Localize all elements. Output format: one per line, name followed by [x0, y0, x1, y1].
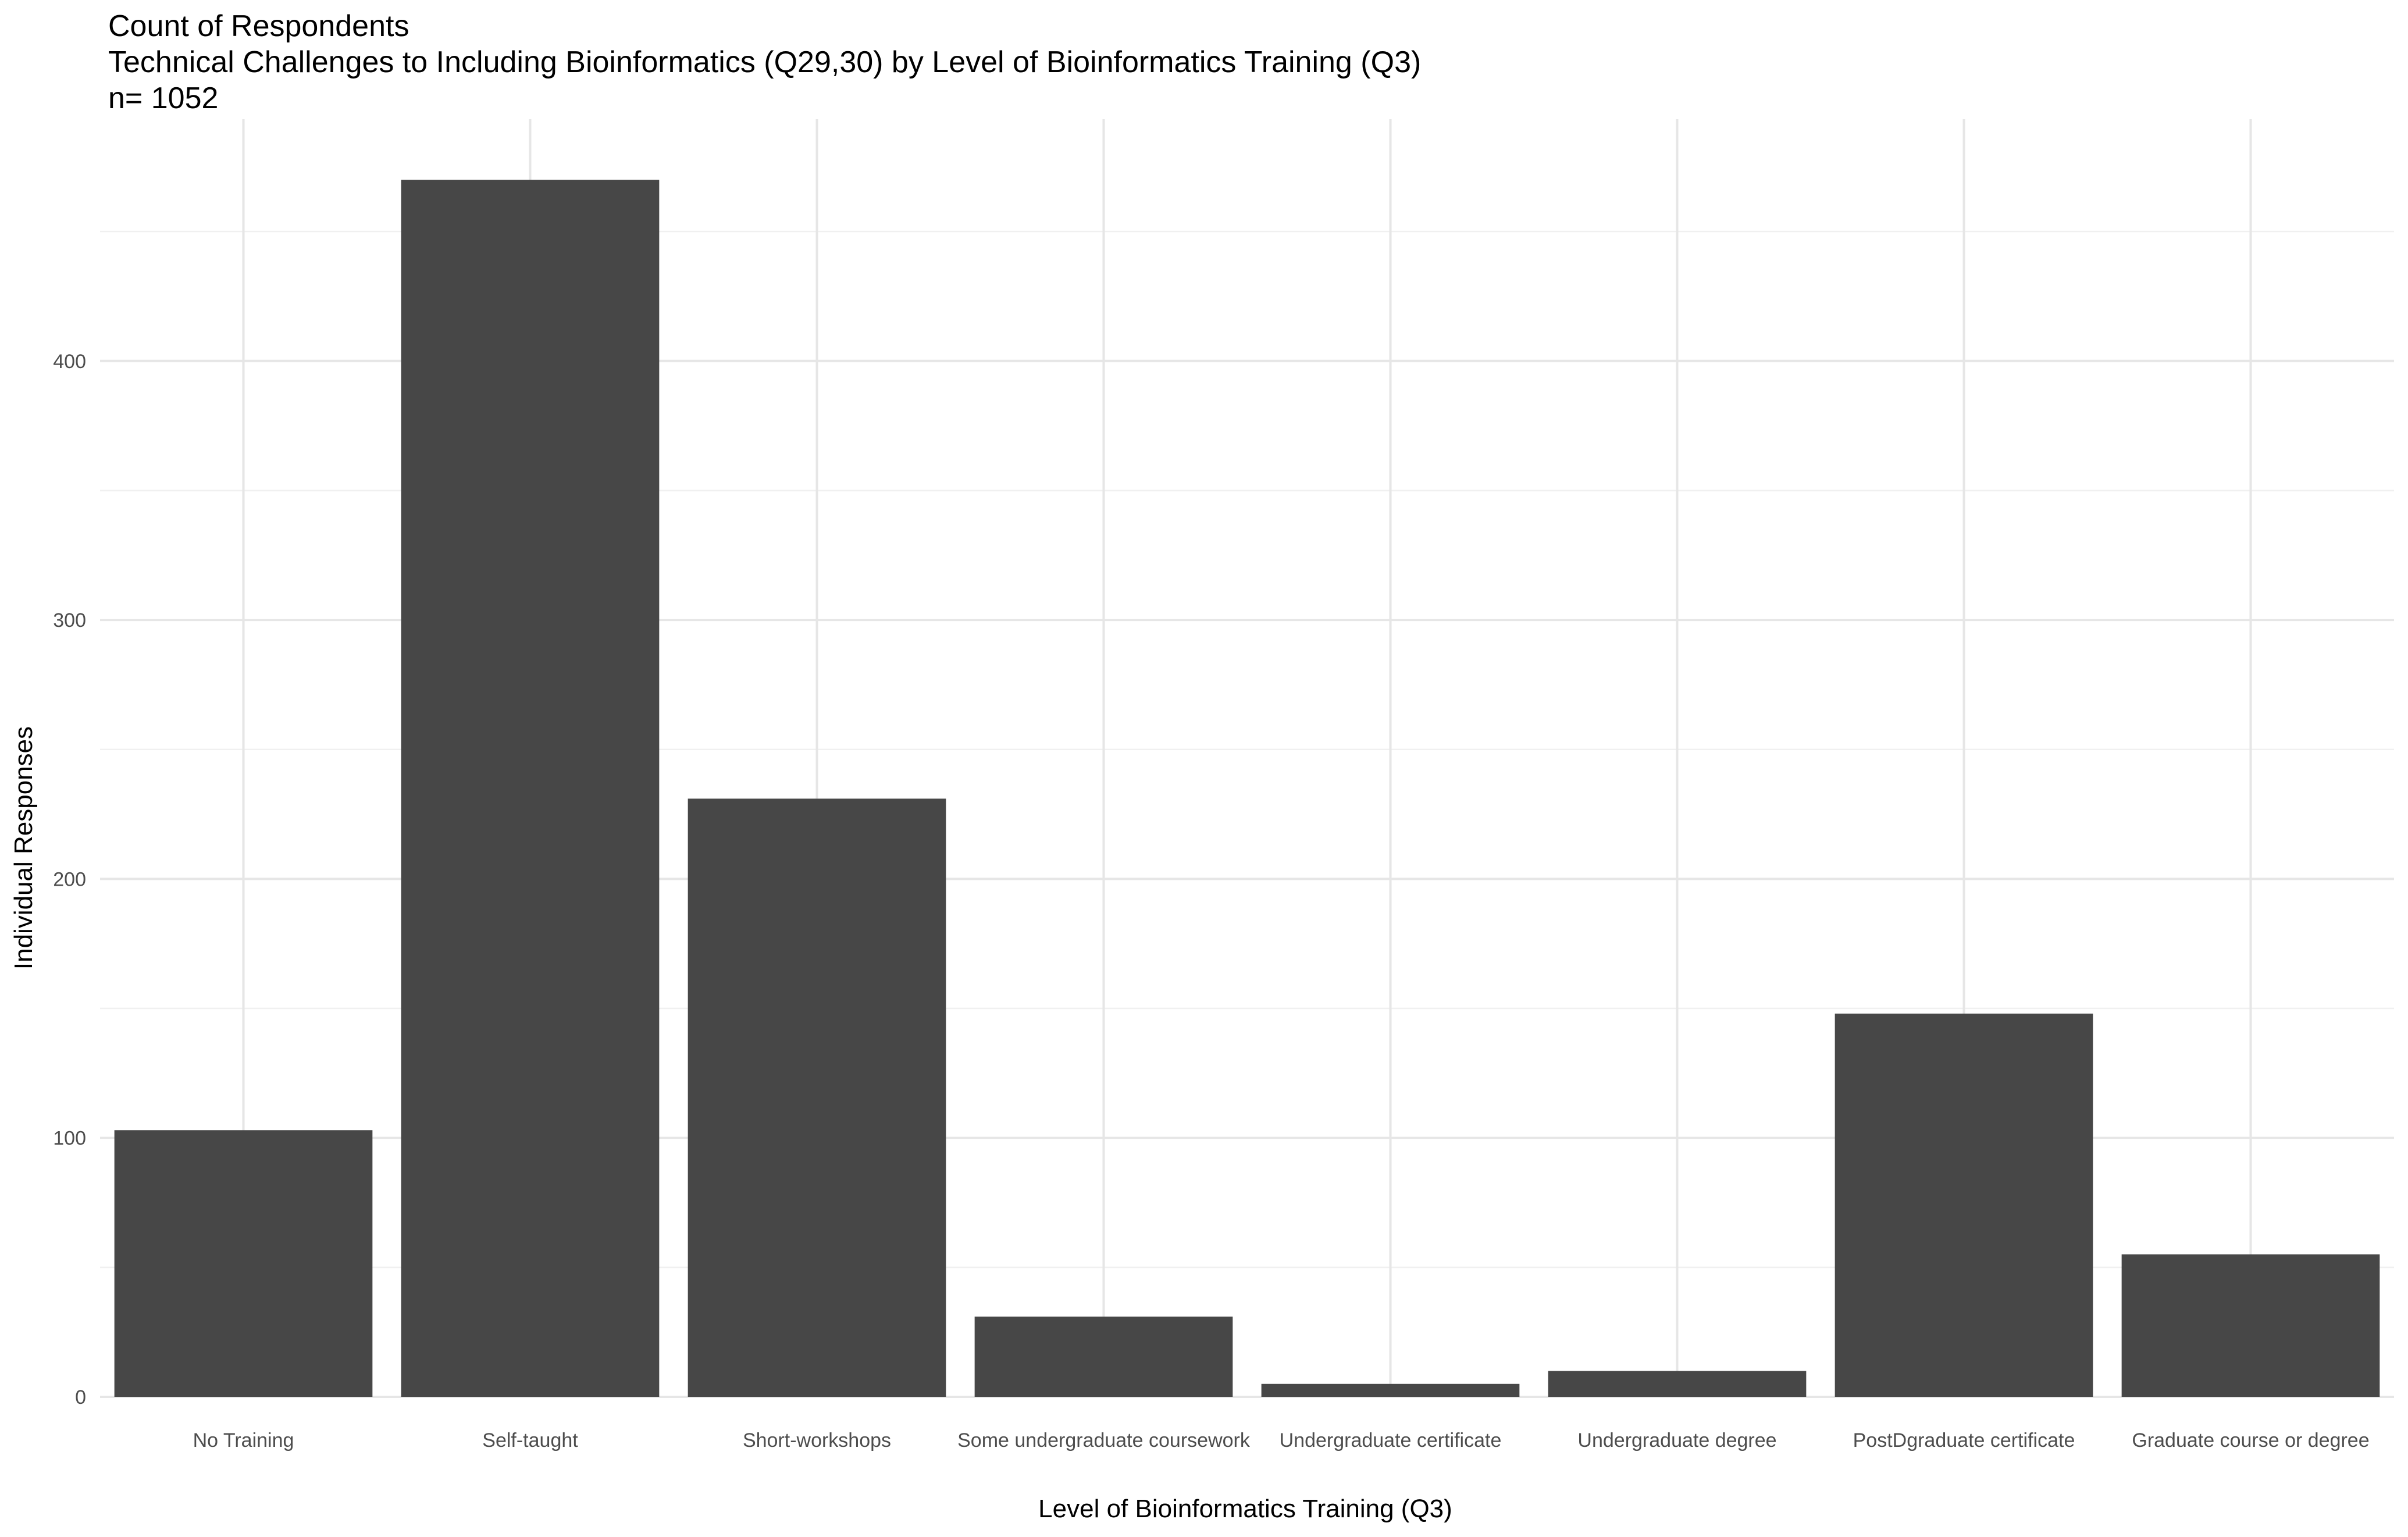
x-tick-label: Undergraduate degree: [1577, 1429, 1776, 1452]
chart-title: Count of Respondents: [108, 9, 409, 43]
bars: [114, 180, 2380, 1397]
bar: [688, 798, 946, 1397]
y-tick-label: 200: [53, 868, 86, 890]
bar: [1548, 1371, 1807, 1397]
x-tick-labels: No Training Self-taught Short-workshops Som…: [193, 1429, 2370, 1452]
x-tick-label: PostDgraduate certificate: [1853, 1429, 2075, 1452]
chart-titles: Count of Respondents Technical Challenge…: [108, 8, 1421, 116]
y-axis-title: Individual Responses: [9, 726, 38, 969]
x-tick-label: Self-taught: [482, 1429, 578, 1452]
chart-caption: n= 1052: [108, 81, 219, 115]
chart-subtitle: Technical Challenges to Including Bioinf…: [108, 45, 1422, 79]
bar: [1261, 1383, 1520, 1397]
x-tick-label: No Training: [193, 1429, 294, 1452]
x-axis-title: Level of Bioinformatics Training (Q3): [1038, 1495, 1452, 1523]
bar: [1835, 1013, 2093, 1397]
x-tick-label: Some undergraduate coursework: [957, 1429, 1251, 1452]
bar: [401, 180, 660, 1397]
y-tick-label: 400: [53, 351, 86, 373]
y-tick-label: 300: [53, 609, 86, 632]
y-tick-labels: 0 100 200 300 400: [53, 351, 86, 1408]
x-tick-label: Undergraduate certificate: [1280, 1429, 1502, 1452]
bar: [974, 1316, 1233, 1397]
bar: [2121, 1254, 2380, 1397]
y-tick-label: 100: [53, 1128, 86, 1150]
bar: [114, 1130, 373, 1397]
x-tick-label: Short-workshops: [743, 1429, 891, 1452]
x-tick-label: Graduate course or degree: [2132, 1429, 2369, 1452]
y-tick-label: 0: [75, 1386, 86, 1408]
